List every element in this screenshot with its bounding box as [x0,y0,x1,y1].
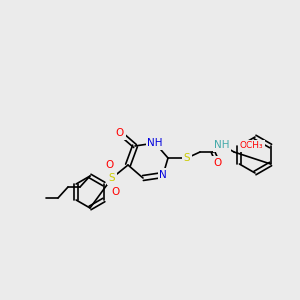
Text: N: N [159,170,167,180]
Text: O: O [116,128,124,138]
Text: O: O [111,187,119,197]
Text: S: S [109,173,115,183]
Text: NH: NH [147,138,163,148]
Text: S: S [184,153,190,163]
Text: O: O [214,158,222,168]
Text: O: O [105,160,113,170]
Text: OCH₃: OCH₃ [240,142,263,151]
Text: NH: NH [214,140,230,150]
